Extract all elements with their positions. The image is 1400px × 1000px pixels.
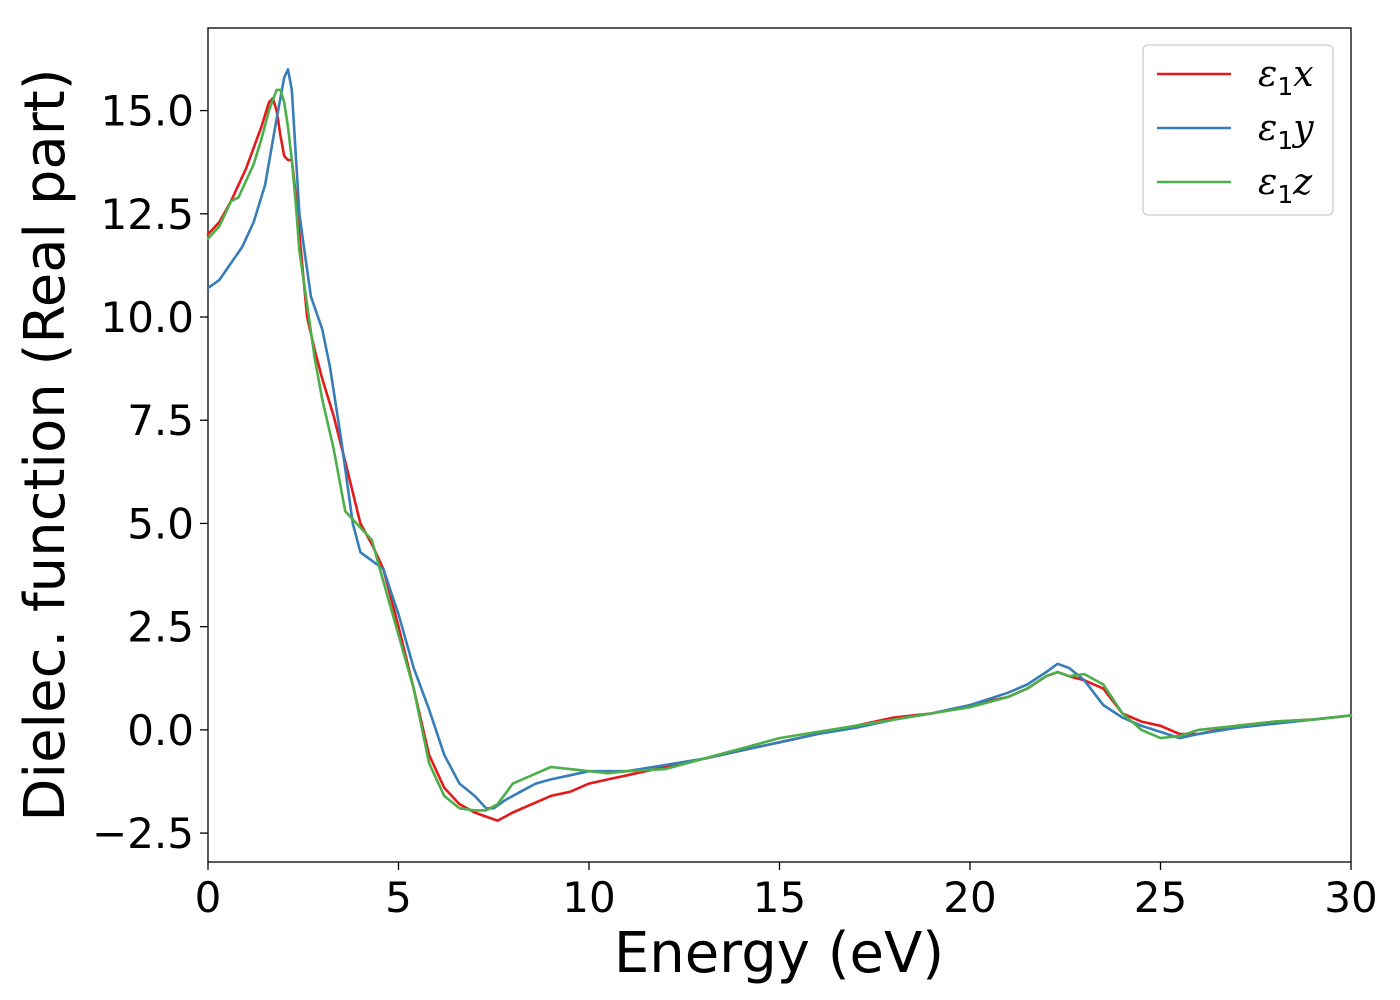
y-tick-label: 12.5: [100, 190, 194, 239]
legend-label-x: ε1x: [1258, 54, 1314, 101]
series-layer: [206, 68, 1353, 822]
y-tick-label: 10.0: [100, 293, 194, 342]
y-axis: −2.5 0.0 2.5 5.0 7.5 10.0 12.5 15.0: [92, 87, 208, 858]
legend-label-y: ε1y: [1258, 108, 1314, 155]
legend: ε1x ε1y ε1z: [1142, 44, 1334, 216]
legend-box: [1142, 44, 1334, 216]
x-tick-label: 15: [753, 873, 806, 922]
x-tick-label: 20: [943, 873, 996, 922]
x-axis-title: Energy (eV): [614, 921, 944, 986]
x-tick-label: 5: [385, 873, 412, 922]
y-tick-label: 2.5: [127, 603, 194, 652]
series-line-z: [206, 88, 1353, 812]
x-tick-label: 10: [562, 873, 615, 922]
x-axis: 0 5 10 15 20 25 30: [195, 862, 1378, 922]
y-tick-label: 0.0: [127, 706, 194, 755]
legend-label-z: ε1z: [1258, 162, 1313, 209]
y-tick-label: −2.5: [92, 809, 194, 858]
x-tick-label: 30: [1324, 873, 1377, 922]
x-tick-label: 25: [1134, 873, 1187, 922]
y-axis-title: Dielec. function (Real part): [13, 68, 78, 821]
series-line-x: [206, 96, 1353, 822]
series-line-y: [206, 68, 1353, 810]
y-tick-label: 5.0: [127, 499, 194, 548]
x-tick-label: 0: [195, 873, 222, 922]
y-tick-label: 7.5: [127, 396, 194, 445]
y-tick-label: 15.0: [100, 87, 194, 136]
